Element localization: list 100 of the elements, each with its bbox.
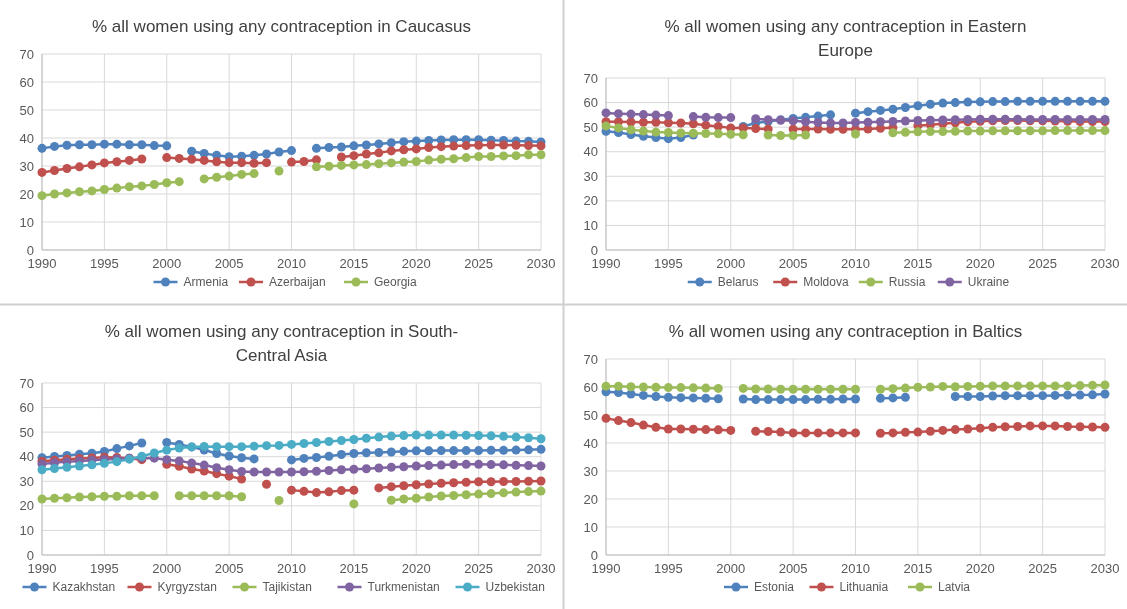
point — [511, 151, 521, 161]
point — [62, 188, 72, 198]
x-tick-label: 2020 — [965, 561, 995, 576]
point — [474, 140, 484, 150]
y-tick-label: 30 — [19, 158, 34, 174]
point — [1050, 421, 1060, 431]
point — [1050, 390, 1060, 400]
x-tick-label: 2025 — [1028, 561, 1058, 576]
point — [963, 381, 973, 391]
point — [411, 430, 421, 440]
point — [74, 187, 84, 197]
x-tick-label: 2000 — [152, 561, 182, 576]
x-tick-label: 2030 — [526, 561, 556, 576]
point — [524, 141, 534, 151]
point — [1025, 391, 1035, 401]
point — [988, 97, 998, 107]
point — [237, 492, 247, 502]
point — [613, 123, 623, 133]
point — [436, 142, 446, 152]
point — [963, 97, 973, 107]
point — [1025, 96, 1035, 106]
point — [601, 108, 611, 118]
point — [336, 436, 346, 445]
y-tick-label: 20 — [19, 186, 34, 202]
point — [299, 467, 309, 477]
point — [626, 382, 636, 392]
point — [187, 458, 197, 468]
x-tick-label: 2010 — [277, 256, 306, 271]
x-tick-label: 2015 — [903, 561, 933, 576]
point — [838, 118, 848, 128]
legend-label: Latvia — [938, 580, 971, 595]
point — [299, 486, 309, 496]
x-tick-label: 2030 — [1090, 561, 1120, 576]
point — [536, 476, 546, 486]
point — [399, 145, 409, 155]
y-tick-label: 20 — [583, 491, 598, 507]
point — [386, 138, 396, 148]
point — [536, 150, 546, 160]
point — [124, 182, 134, 192]
point — [262, 479, 272, 489]
point — [688, 383, 698, 393]
point — [524, 476, 534, 486]
point — [224, 171, 234, 181]
legend-label: Tajikistan — [262, 580, 312, 595]
y-tick-label: 10 — [583, 519, 598, 535]
point — [826, 394, 836, 404]
point — [536, 434, 546, 444]
point — [461, 459, 471, 469]
y-tick-label: 50 — [19, 102, 34, 118]
point — [486, 431, 496, 441]
x-tick-label: 1995 — [653, 256, 683, 271]
point — [361, 160, 371, 170]
point — [938, 115, 948, 125]
point — [299, 157, 309, 167]
point — [1050, 126, 1060, 136]
y-tick-label: 70 — [583, 351, 598, 367]
point — [499, 151, 509, 161]
y-tick-label: 70 — [583, 70, 598, 86]
point — [199, 491, 209, 501]
chart-title: % all women using any contraception in Baltics — [668, 322, 1023, 341]
x-tick-label: 2030 — [1090, 256, 1120, 271]
point — [776, 131, 786, 140]
point — [663, 392, 673, 402]
point — [1075, 381, 1085, 391]
point — [1100, 96, 1110, 106]
point — [626, 109, 636, 119]
point — [37, 191, 47, 201]
point — [925, 99, 935, 109]
point — [763, 384, 773, 394]
x-tick-label: 1990 — [591, 561, 621, 576]
point — [162, 455, 172, 465]
point — [938, 425, 948, 435]
point — [374, 148, 384, 158]
point — [62, 164, 72, 174]
point — [1000, 126, 1010, 136]
point — [888, 393, 898, 403]
x-tick-label: 2025 — [464, 561, 494, 576]
point — [701, 425, 711, 435]
point — [199, 441, 209, 451]
point — [87, 160, 97, 170]
point — [1075, 422, 1085, 432]
point — [212, 491, 222, 501]
legend-label: Turkmenistan — [367, 580, 440, 595]
y-tick-label: 60 — [19, 400, 34, 416]
point — [49, 165, 59, 175]
x-tick-label: 2015 — [339, 256, 369, 271]
point — [49, 141, 59, 151]
point — [37, 143, 47, 153]
point — [424, 446, 434, 456]
point — [676, 128, 686, 138]
legend-label: Belarus — [717, 275, 759, 290]
point — [237, 453, 247, 463]
point — [224, 158, 234, 168]
point — [813, 117, 823, 127]
y-tick-label: 10 — [19, 214, 34, 230]
point — [726, 425, 736, 435]
x-tick-label: 1995 — [89, 561, 119, 576]
point — [499, 140, 509, 150]
point — [124, 155, 134, 165]
x-tick-label: 2005 — [214, 256, 244, 271]
